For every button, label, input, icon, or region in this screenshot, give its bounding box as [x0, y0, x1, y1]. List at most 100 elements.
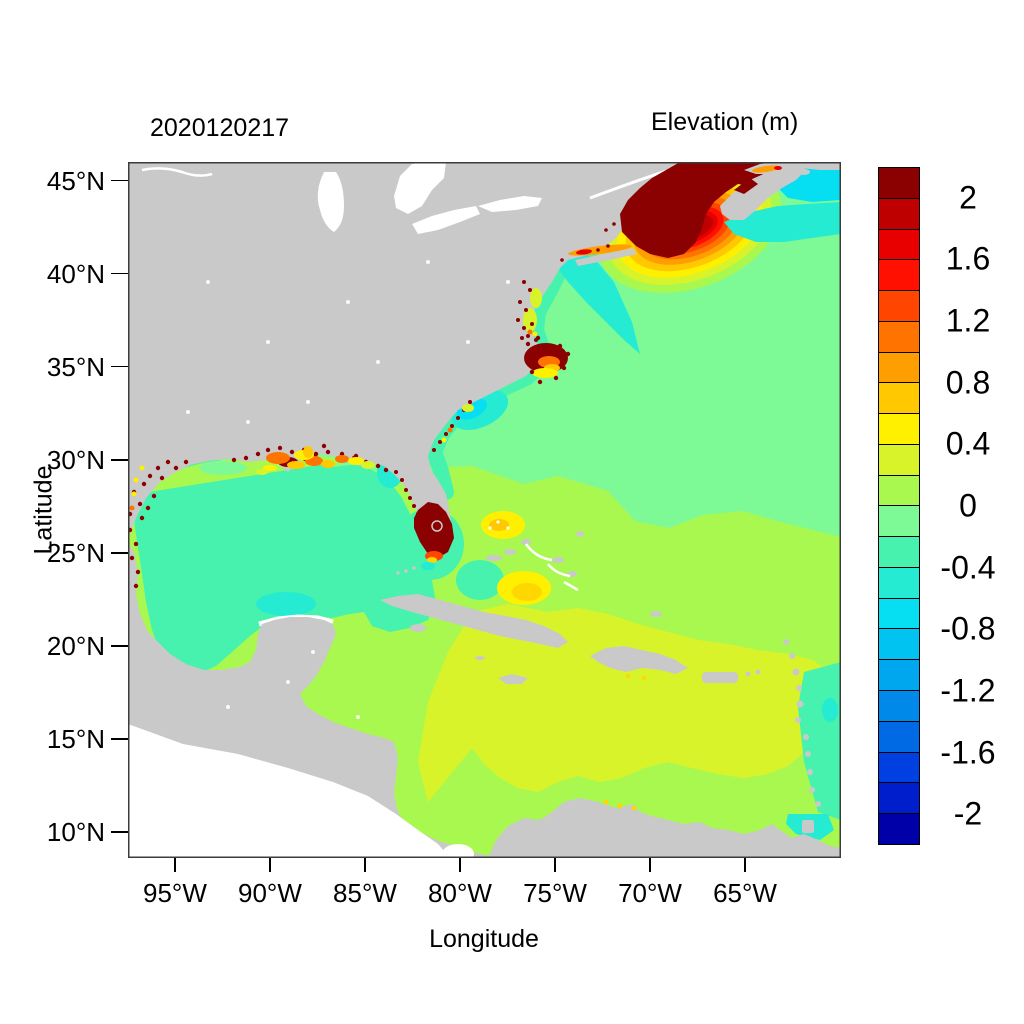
- georgia-coast-speckles: [432, 400, 474, 452]
- y-axis-tick-label: 10°N: [46, 816, 105, 847]
- trinidad-island: [802, 820, 814, 833]
- ne-corner-islands: [816, 162, 841, 168]
- north-america-land: [128, 162, 841, 554]
- cuba-island: [380, 594, 568, 648]
- x-axis-tick: [269, 858, 271, 872]
- northumberland-orange-streak: [752, 165, 780, 173]
- colorbar-block: [879, 691, 919, 722]
- y-axis-tick: [111, 272, 128, 275]
- colorbar-tick-label: 2: [959, 179, 977, 216]
- colorbar-tick-label: -1.2: [940, 672, 996, 709]
- lake-nicaragua: [346, 795, 368, 821]
- long-island-sound-red: [576, 249, 592, 255]
- colorbar-tick-label: -0.8: [940, 610, 996, 647]
- x-axis-tick: [554, 858, 556, 872]
- lake-okeechobee-outline: [431, 520, 443, 532]
- new-england-coast-speckles: [560, 222, 638, 262]
- y-axis-tick: [111, 831, 128, 833]
- colorbar-tick-label: 1.6: [945, 240, 991, 277]
- bahama-bank-white-outlines: [524, 543, 579, 592]
- colorbar: [878, 167, 920, 845]
- x-axis-tick: [459, 858, 461, 872]
- y-axis-tick: [111, 179, 128, 182]
- x-axis-tick-label: 70°W: [618, 878, 682, 908]
- x-axis-tick: [174, 858, 176, 872]
- south-america-land: [488, 798, 841, 858]
- colorbar-tick-label: 0.8: [945, 364, 991, 401]
- colorbar-block: [879, 444, 919, 476]
- x-axis-tick: [649, 858, 651, 872]
- colorbar-block: [879, 506, 919, 538]
- y-axis-tick-label: 35°N: [46, 351, 105, 382]
- bahamas-island-specks: [475, 531, 662, 660]
- colorbar-block: [879, 383, 919, 415]
- x-axis-tick-label: 80°W: [428, 878, 492, 908]
- y-axis-tick-label: 15°N: [46, 723, 105, 754]
- colorbar-block: [879, 660, 919, 692]
- colorbar-tick-label: -1.6: [940, 734, 996, 771]
- isle-of-youth: [410, 624, 426, 632]
- plot-border: [128, 162, 841, 858]
- colorbar-block: [879, 814, 919, 844]
- nova-scotia-land: [720, 164, 806, 220]
- y-axis-tick-label: 20°N: [46, 630, 105, 661]
- colorbar-block: [879, 475, 919, 507]
- y-axis-tick: [111, 459, 128, 461]
- x-axis-tick-label: 75°W: [523, 878, 587, 908]
- hispaniola-coast-gold-specks: [626, 674, 646, 680]
- texas-coast-yellow-specks: [129, 465, 145, 511]
- y-axis-tick-label: 40°N: [46, 258, 105, 289]
- bahama-bank-amber-core-north: [489, 519, 509, 531]
- colorbar-tick-label: -2: [953, 795, 983, 832]
- colorbar-block: [879, 352, 919, 384]
- contour-map: [128, 162, 841, 858]
- jamaica-island: [498, 674, 528, 684]
- colorbar-block: [879, 260, 919, 292]
- gulf-of-mexico-region: [128, 458, 436, 676]
- y-axis-tick: [111, 738, 128, 740]
- east-antilles-teal-patch: [822, 698, 838, 722]
- chesapeake-cluster: [516, 280, 542, 342]
- puerto-rico-island: [702, 672, 738, 683]
- long-island-land: [575, 248, 637, 266]
- bahama-white-specks: [488, 520, 510, 530]
- louisiana-cluster: [256, 446, 375, 475]
- y-axis-tick: [111, 365, 128, 368]
- hispaniola-island: [590, 646, 688, 674]
- colorbar-block: [879, 567, 919, 599]
- venezuela-coast-gold-specks: [603, 799, 637, 811]
- gulf-of-maine-flood-blob: [620, 162, 768, 258]
- colorbar-block: [879, 537, 919, 568]
- campeche-teal-patch: [256, 592, 316, 616]
- florida-west-coast-speckles: [394, 470, 428, 532]
- nj-shelf-teal-wedge: [556, 248, 640, 354]
- colorbar-tick-label: 0: [959, 487, 977, 524]
- colorbar-tick-label: 1.2: [945, 302, 991, 339]
- west-delta-mint-patch: [199, 461, 247, 475]
- colorbar-block: [879, 414, 919, 445]
- florida-bay-teal: [421, 562, 435, 570]
- colorbar-block: [879, 168, 919, 199]
- colorbar-block: [879, 783, 919, 815]
- cape-breton-speck: [798, 169, 810, 175]
- colorbar-block: [879, 598, 919, 630]
- map-plot-area: [128, 162, 841, 858]
- cay-sal-spring-patch: [456, 560, 504, 600]
- great-lakes: [317, 162, 542, 234]
- outside-domain-white: [128, 724, 450, 858]
- colorbar-tick-label: 0.4: [945, 425, 991, 462]
- florida-tip-gold: [427, 557, 437, 563]
- x-axis-title: Longitude: [429, 925, 539, 953]
- y-axis-tick: [111, 645, 128, 647]
- colorbar-block: [879, 229, 919, 261]
- x-axis-tick-label: 95°W: [143, 878, 207, 908]
- y-axis-tick: [111, 552, 128, 554]
- x-axis-tick: [744, 858, 746, 872]
- florida-keys-specks: [396, 566, 416, 575]
- x-axis-tick-label: 90°W: [238, 878, 302, 908]
- colorbar-title: Elevation (m): [651, 108, 799, 136]
- northumberland-red-speck: [774, 166, 782, 170]
- land-river-squiggle: [141, 167, 213, 177]
- colorbar-block: [879, 721, 919, 753]
- colorbar-block: [879, 629, 919, 661]
